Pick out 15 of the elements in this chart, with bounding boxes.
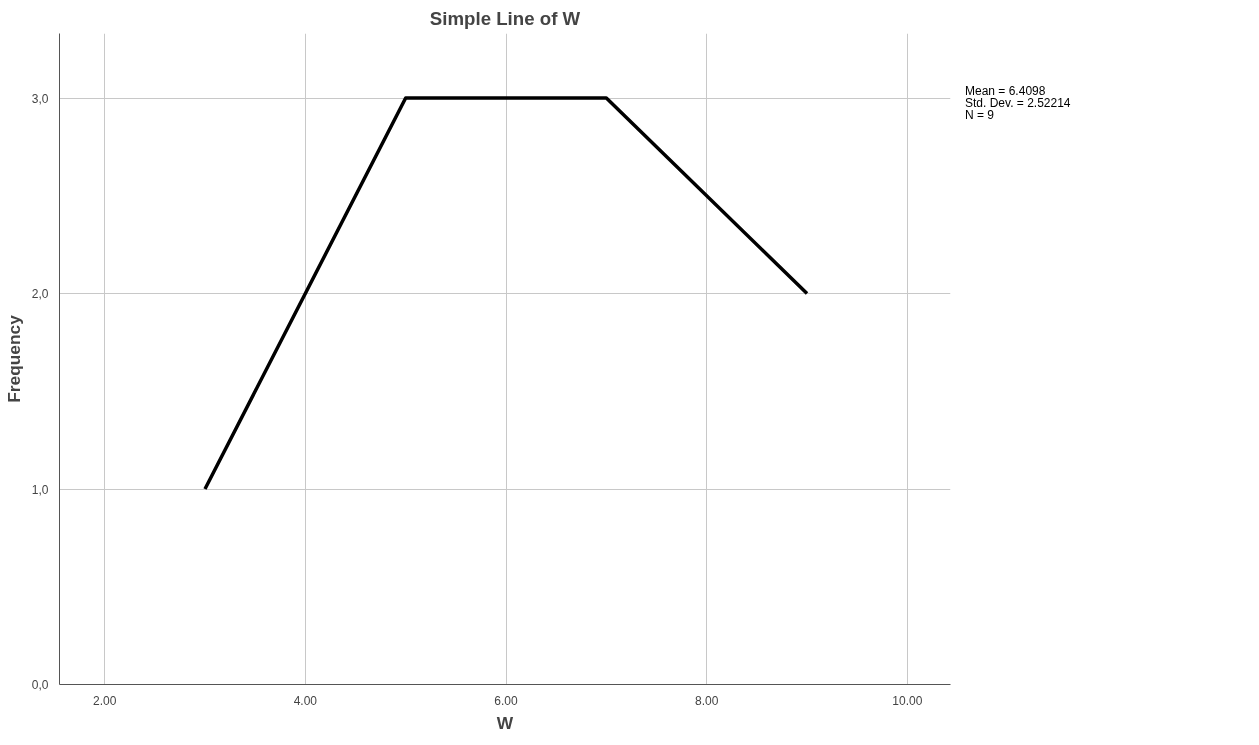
text: Mean = 6.4098 [965, 84, 1046, 98]
text: N = 9 [965, 108, 995, 122]
y-tick-label: 3,0 [31, 91, 49, 106]
x-tick-label: 2.00 [92, 693, 117, 708]
y-tick-label: 2,0 [31, 287, 49, 302]
x-axis-title: W [496, 712, 514, 733]
x-tick-label: 4.00 [293, 693, 318, 708]
text: Std. Dev. = 2.52214 [965, 96, 1071, 110]
x-tick-label: 8.00 [695, 693, 719, 708]
y-tick-label: 0,0 [31, 678, 49, 692]
x-tick-label: 6.00 [494, 693, 519, 708]
y-axis-title: Frequency [3, 314, 24, 403]
chart-title: Simple Line of W [429, 7, 581, 29]
x-tick-label: 10.00 [892, 693, 923, 708]
y-tick-label: 1,0 [31, 482, 49, 497]
